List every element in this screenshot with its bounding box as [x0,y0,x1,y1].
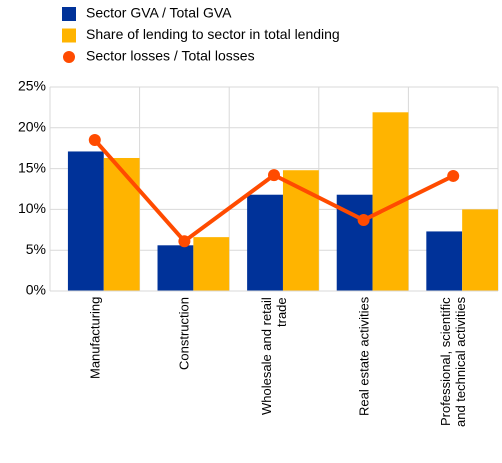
legend-label: Sector losses / Total losses [86,48,255,64]
legend-marker [62,28,76,43]
bar [103,157,140,291]
bar [193,237,230,291]
line-point [447,169,460,182]
line-point [268,169,280,182]
bar [426,231,463,291]
bar [67,151,104,291]
y-tick-label: 0% [26,282,46,298]
y-tick-label: 5% [26,241,46,257]
legend-marker [62,7,76,21]
line-point [357,214,370,227]
bar [247,194,283,291]
x-tick-label: Wholesale and retail trade [259,297,289,415]
bar [157,245,194,291]
x-tick-label: Professional, scientific and technical a… [438,297,469,428]
line-point [178,235,191,248]
x-tick-label: Construction [176,297,192,370]
y-tick-label: 20% [18,119,46,135]
y-tick-label: 25% [18,78,46,94]
x-tick-label: Real estate activities [356,297,372,417]
y-tick-label: 10% [18,200,46,216]
legend-label: Sector GVA / Total GVA [86,5,232,21]
bar [462,209,498,291]
legend-label: Share of lending to sector in total lend… [86,26,340,42]
legend-marker [63,51,75,63]
line-point [88,134,101,147]
y-tick-label: 15% [18,159,46,175]
x-tick-label: Manufacturing [87,297,103,380]
